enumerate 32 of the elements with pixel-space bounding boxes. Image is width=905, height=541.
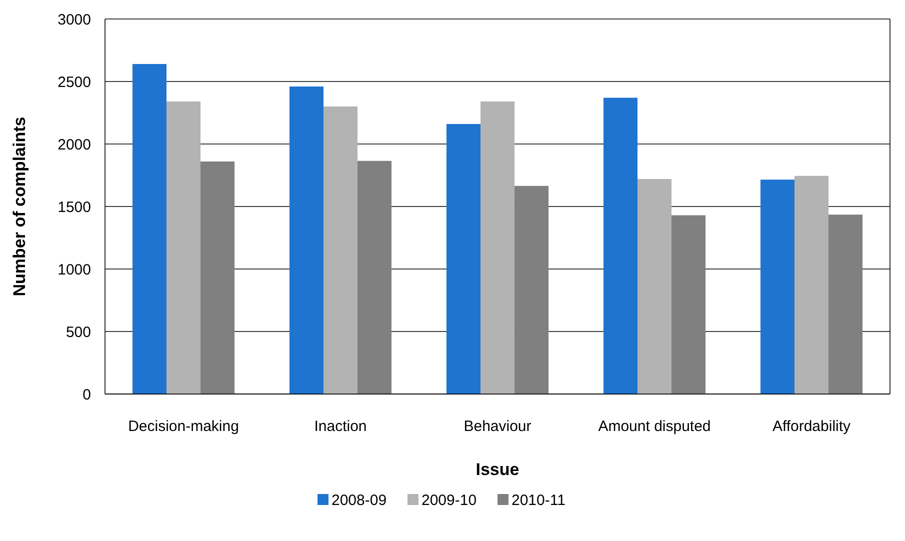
bar <box>637 179 672 394</box>
bar <box>132 64 166 394</box>
legend-label: 2008-09 <box>332 492 387 509</box>
x-axis-title: Issue <box>476 460 520 479</box>
y-axis-title: Number of complaints <box>10 116 29 296</box>
x-tick-label: Inaction <box>314 418 367 435</box>
bar <box>760 180 794 394</box>
bar <box>289 86 324 394</box>
x-tick-label: Affordability <box>772 418 852 435</box>
bar <box>166 102 201 394</box>
bar <box>828 214 863 394</box>
y-tick-label: 500 <box>66 324 91 341</box>
y-tick-label: 3000 <box>58 11 91 28</box>
y-tick-label: 2500 <box>58 74 91 91</box>
bar <box>672 215 706 394</box>
y-tick-label: 0 <box>82 386 91 404</box>
bar <box>480 102 515 394</box>
bar <box>603 98 638 394</box>
x-tick-label: Behaviour <box>464 418 532 435</box>
bar <box>358 160 392 394</box>
bar <box>794 176 829 394</box>
bar <box>446 124 480 394</box>
y-tick-label: 2000 <box>58 136 91 154</box>
legend-label: 2009-10 <box>422 492 477 509</box>
x-tick-label: Amount disputed <box>598 418 711 435</box>
bar <box>514 186 549 394</box>
x-tick-label: Decision-making <box>128 418 239 435</box>
y-tick-label: 1000 <box>58 261 91 278</box>
y-tick-label: 1500 <box>58 198 91 216</box>
bar <box>323 106 358 394</box>
legend-label: 2010-11 <box>512 492 566 509</box>
bar <box>200 162 235 394</box>
